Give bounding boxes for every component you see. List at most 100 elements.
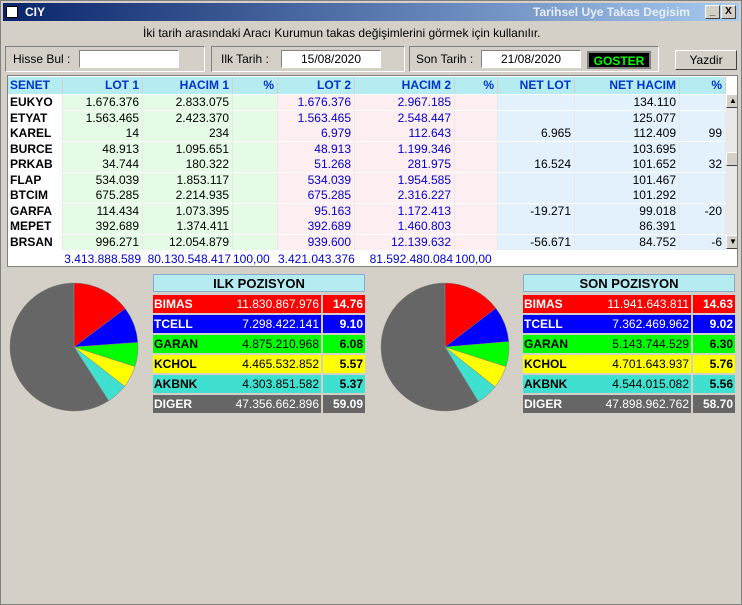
value-cell — [233, 95, 278, 110]
value-cell: 1.095.651 — [143, 141, 233, 157]
close-button[interactable]: X — [721, 5, 736, 19]
table-row[interactable]: FLAP 534.039 1.853.117 534.039 1.954.585 101.… — [8, 172, 737, 188]
value-cell: 392.689 — [63, 219, 143, 234]
value-cell: 12.054.879 — [143, 234, 233, 250]
value-cell: 125.077 — [575, 110, 680, 126]
scroll-down-icon[interactable]: ▼ — [726, 235, 737, 249]
hisse-input[interactable] — [79, 50, 179, 68]
column-header[interactable]: NET HACIM — [575, 77, 680, 94]
value-cell: 101.652 — [575, 157, 680, 172]
ilk-pie-chart — [9, 282, 139, 412]
table-row[interactable]: BURCE 48.913 1.095.651 48.913 1.199.346 103.6… — [8, 141, 737, 157]
son-tarih-group — [409, 46, 659, 72]
column-header[interactable]: % — [455, 77, 498, 94]
stock-value: 7.362.469.962 — [612, 317, 689, 331]
value-cell: 675.285 — [63, 188, 143, 203]
ilk-tarih-input[interactable]: 15/08/2020 — [281, 50, 381, 68]
column-header[interactable]: LOT 2 — [278, 77, 355, 94]
son-tarih-label: Son Tarih : — [416, 52, 474, 66]
pie-slice-bimas — [73, 282, 126, 348]
position-row: TCELL 7.298.422.141 9.10 — [153, 315, 365, 333]
column-header[interactable]: % — [680, 77, 726, 94]
position-row: BIMAS 11.941.643.811 14.63 — [523, 295, 735, 313]
value-cell: 1.073.395 — [143, 203, 233, 219]
value-cell — [498, 219, 575, 234]
stock-percent: 9.10 — [323, 315, 365, 333]
table-row[interactable]: EUKYO 1.676.376 2.833.075 1.676.376 2.967.18… — [8, 95, 737, 110]
position-name-value: DIGER 47.898.962.762 — [523, 395, 691, 413]
column-header[interactable]: SENET — [8, 77, 63, 94]
scroll-thumb[interactable] — [726, 152, 737, 166]
total-cell: 100,00 — [455, 251, 498, 266]
value-cell: 1.853.117 — [143, 172, 233, 188]
value-cell: 101.467 — [575, 172, 680, 188]
window-title: CIY — [25, 5, 46, 19]
table-row[interactable]: PRKAB 34.744 180.322 51.268 281.975 16.524 101… — [8, 157, 737, 172]
value-cell: 2.967.185 — [355, 95, 455, 110]
value-cell: 6.979 — [278, 126, 355, 141]
column-header[interactable]: NET LOT — [498, 77, 575, 94]
ilk-tarih-group — [211, 46, 405, 72]
title-bar[interactable]: CIY Tarihsel Uye Takas Degisim _ X — [3, 3, 739, 21]
stock-value: 4.303.851.582 — [242, 377, 319, 391]
position-name-value: BIMAS 11.941.643.811 — [523, 295, 691, 313]
position-name-value: GARAN 5.143.744.529 — [523, 335, 691, 353]
value-cell — [498, 141, 575, 157]
stock-percent: 5.76 — [693, 355, 735, 373]
value-cell: 1.172.413 — [355, 203, 455, 219]
value-cell: 51.268 — [278, 157, 355, 172]
pie-slice-diger — [380, 282, 479, 412]
stock-name: KCHOL — [154, 357, 197, 371]
position-name-value: GARAN 4.875.210.968 — [153, 335, 321, 353]
value-cell: -6 — [680, 234, 726, 250]
value-cell — [233, 141, 278, 157]
value-cell: -19.271 — [498, 203, 575, 219]
column-header[interactable]: LOT 1 — [63, 77, 143, 94]
yazdir-button[interactable]: Yazdir — [675, 50, 737, 70]
position-name-value: KCHOL 4.465.532.852 — [153, 355, 321, 373]
column-header[interactable]: HACIM 1 — [143, 77, 233, 94]
stock-name: TCELL — [524, 317, 563, 331]
value-cell: -20 — [680, 203, 726, 219]
stock-value: 4.701.643.937 — [612, 357, 689, 371]
minimize-button[interactable]: _ — [705, 5, 720, 19]
table-row[interactable]: BRSAN 996.271 12.054.879 939.600 12.139.632 -… — [8, 234, 737, 250]
value-cell — [455, 219, 498, 234]
table-scrollbar[interactable]: ▲ ▼ — [726, 94, 737, 249]
value-cell: 1.676.376 — [278, 95, 355, 110]
value-cell: 134.110 — [575, 95, 680, 110]
table-row[interactable]: BTCIM 675.285 2.214.935 675.285 2.316.227 101… — [8, 188, 737, 203]
stock-percent: 5.37 — [323, 375, 365, 393]
stock-value: 4.465.532.852 — [242, 357, 319, 371]
stock-name: AKBNK — [524, 377, 568, 391]
value-cell: 95.163 — [278, 203, 355, 219]
position-name-value: AKBNK 4.303.851.582 — [153, 375, 321, 393]
position-row: GARAN 5.143.744.529 6.30 — [523, 335, 735, 353]
stock-name: GARAN — [524, 337, 568, 351]
son-tarih-input[interactable]: 21/08/2020 — [481, 50, 581, 68]
position-name-value: TCELL 7.362.469.962 — [523, 315, 691, 333]
table-row[interactable]: ETYAT 1.563.465 2.423.370 1.563.465 2.548.44… — [8, 110, 737, 126]
value-cell — [233, 172, 278, 188]
table-row[interactable]: MEPET 392.689 1.374.411 392.689 1.460.803 86.… — [8, 219, 737, 234]
goster-button[interactable]: GOSTER — [587, 51, 651, 69]
table-row[interactable]: KAREL 14 234 6.979 112.643 6.965 112.409 99 — [8, 126, 737, 141]
value-cell: 2.423.370 — [143, 110, 233, 126]
value-cell — [233, 219, 278, 234]
value-cell: 112.409 — [575, 126, 680, 141]
column-header[interactable]: HACIM 2 — [355, 77, 455, 94]
value-cell — [233, 234, 278, 250]
table-row[interactable]: GARFA 114.434 1.073.395 95.163 1.172.413 -19.… — [8, 203, 737, 219]
value-cell: 2.548.447 — [355, 110, 455, 126]
column-header[interactable]: % — [233, 77, 278, 94]
value-cell: 16.524 — [498, 157, 575, 172]
position-row: AKBNK 4.303.851.582 5.37 — [153, 375, 365, 393]
hisse-label: Hisse Bul : — [13, 52, 71, 66]
value-cell — [455, 126, 498, 141]
position-row: KCHOL 4.701.643.937 5.76 — [523, 355, 735, 373]
scroll-up-icon[interactable]: ▲ — [726, 94, 737, 108]
position-name-value: AKBNK 4.544.015.082 — [523, 375, 691, 393]
stock-percent: 14.76 — [323, 295, 365, 313]
value-cell — [233, 188, 278, 203]
